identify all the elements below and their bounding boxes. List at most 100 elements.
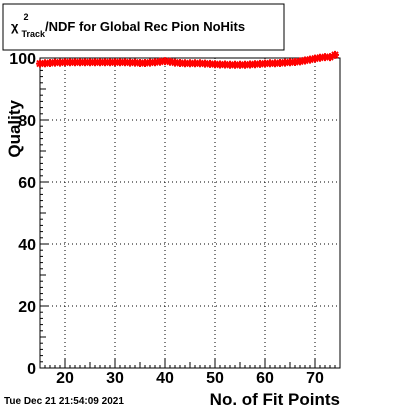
data-point (106, 58, 114, 67)
title-chi: χ (11, 19, 19, 34)
title-superscript: 2 (23, 12, 28, 22)
data-point (256, 59, 264, 68)
plot-frame (39, 57, 341, 369)
grid (40, 58, 340, 368)
data-point (176, 59, 184, 67)
data-point (41, 59, 49, 68)
timestamp: Tue Dec 21 21:54:09 2021 (4, 396, 124, 407)
data-point-marker (206, 59, 214, 68)
x-tick-label: 30 (106, 370, 124, 387)
data-point (86, 58, 94, 67)
x-tick-label: 20 (56, 370, 74, 387)
data-point (76, 58, 84, 67)
data-point-marker (151, 58, 159, 67)
data-point-marker (311, 54, 319, 63)
data-point-marker (126, 58, 134, 67)
axes: 20 30 40 50 60 70 0 20 40 60 80 100 (9, 51, 341, 387)
data-point (331, 50, 339, 59)
data-point (246, 60, 254, 69)
data-point (291, 58, 299, 66)
data-point-marker (106, 58, 114, 67)
data-point-marker (141, 59, 149, 67)
data-point-marker (181, 59, 189, 68)
data-point (141, 59, 149, 67)
data-point-marker (306, 55, 314, 64)
data-point-marker (251, 60, 259, 69)
data-point (261, 59, 269, 68)
data-point-marker (46, 59, 54, 67)
data-point-marker (96, 58, 104, 67)
y-tick-label: 80 (18, 113, 36, 130)
data-point-marker (41, 59, 49, 68)
x-tick-label: 70 (306, 370, 324, 387)
data-point-marker (216, 60, 224, 69)
data-point (181, 59, 189, 68)
data-point-marker (266, 59, 274, 68)
data-point-marker (171, 58, 179, 67)
data-point (46, 59, 54, 67)
data-point (296, 57, 304, 66)
data-point-marker (316, 53, 324, 62)
data-point (151, 58, 159, 67)
data-point-marker (241, 60, 249, 69)
data-point-marker (236, 60, 244, 69)
y-tick-label: 60 (18, 175, 36, 192)
data-point-marker (81, 58, 89, 67)
data-point (326, 53, 334, 62)
data-point-marker (201, 59, 209, 68)
data-point-marker (196, 59, 204, 68)
data-point-marker (116, 58, 124, 67)
data-point-marker (276, 59, 284, 67)
data-point (286, 58, 294, 67)
y-tick-label: 0 (27, 361, 36, 378)
data-point (231, 60, 239, 69)
data-series (36, 50, 339, 69)
data-point (281, 58, 289, 67)
data-point (241, 60, 249, 69)
data-point (66, 58, 74, 67)
data-point-marker (156, 57, 164, 66)
x-axis-title: No. of Fit Points (210, 390, 340, 409)
title-box (2, 3, 285, 51)
data-point-marker (56, 58, 64, 67)
data-point-marker (176, 59, 184, 67)
y-tick-label: 40 (18, 237, 36, 254)
data-point-marker (256, 59, 264, 68)
data-point-marker (211, 60, 219, 69)
data-point-marker (76, 58, 84, 67)
data-point (221, 60, 229, 69)
data-point-marker (146, 58, 154, 67)
data-point (136, 59, 144, 67)
data-point-marker (291, 58, 299, 66)
data-point-marker (191, 59, 199, 68)
data-point (36, 59, 44, 68)
data-point (196, 59, 204, 68)
data-point (121, 58, 129, 67)
data-point-marker (326, 53, 334, 62)
data-point-marker (246, 60, 254, 69)
data-point (211, 60, 219, 69)
data-point (206, 59, 214, 68)
data-point (126, 58, 134, 67)
data-point-marker (331, 50, 339, 59)
data-point (301, 56, 309, 65)
data-point (81, 58, 89, 67)
chart-title: χ2 Track/NDF for Global Rec Pion NoHits (11, 12, 245, 39)
data-point-marker (36, 59, 44, 68)
data-point (186, 59, 194, 68)
data-point (316, 53, 324, 62)
data-point (101, 58, 109, 67)
data-point-marker (301, 56, 309, 65)
data-point-marker (166, 57, 174, 66)
data-point-marker (296, 57, 304, 66)
data-point (56, 58, 64, 67)
data-point-marker (261, 59, 269, 68)
data-point (236, 60, 244, 69)
data-point (61, 58, 69, 67)
data-point (96, 58, 104, 67)
data-point (266, 59, 274, 68)
data-point-marker (286, 58, 294, 67)
data-point-marker (101, 58, 109, 67)
y-tick-label: 20 (18, 299, 36, 316)
